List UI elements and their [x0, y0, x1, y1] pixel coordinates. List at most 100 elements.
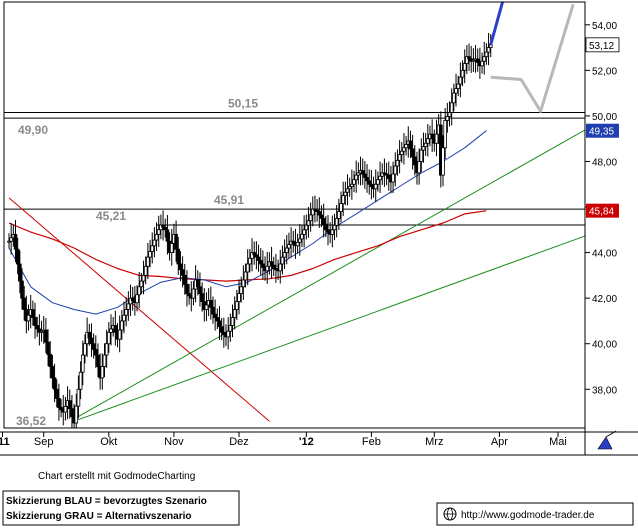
- price-tag-box-2: [586, 203, 619, 218]
- candle-body: [480, 60, 484, 67]
- candle-body: [454, 88, 458, 94]
- candle-body: [204, 304, 209, 310]
- candle-body: [120, 320, 124, 331]
- candle-body: [146, 256, 150, 267]
- x-tick-label-2: Okt: [100, 436, 117, 448]
- candle-body: [63, 405, 68, 413]
- candle-body: [96, 354, 100, 367]
- y-tick-label-48: 48,00: [592, 157, 617, 168]
- candle-body: [117, 329, 122, 340]
- candle-body: [54, 388, 59, 399]
- candle-body: [343, 191, 348, 197]
- candle-body: [412, 156, 417, 166]
- candle-body: [78, 371, 83, 390]
- candle-body: [235, 301, 239, 310]
- candle-body: [232, 309, 237, 318]
- candle-body: [252, 252, 257, 256]
- candle-body: [297, 238, 302, 243]
- candle-body: [195, 279, 200, 288]
- candle-body: [295, 241, 300, 247]
- candle-body: [80, 354, 85, 373]
- candle-body: [300, 233, 304, 240]
- x-tick-label-8: Apr: [491, 436, 508, 448]
- candle-body: [18, 263, 22, 282]
- candle-body: [137, 286, 142, 296]
- candle-body: [426, 138, 430, 144]
- candle-body: [261, 263, 265, 268]
- candle-body: [243, 271, 248, 281]
- candle-body: [308, 214, 313, 222]
- y-tick-label-54: 54,00: [592, 21, 617, 32]
- chart-credit: Chart erstellt mit GodmodeCharting: [38, 471, 195, 482]
- candle-body: [386, 174, 391, 179]
- candle-body: [178, 263, 183, 271]
- candle-body: [467, 56, 471, 60]
- candle-body: [363, 173, 367, 178]
- candle-body: [269, 261, 274, 266]
- x-tick-label-6: Feb: [362, 436, 381, 448]
- price-tag-label-1: 49,35: [589, 127, 614, 138]
- candle-body: [313, 208, 317, 211]
- candle-body: [59, 407, 63, 411]
- candle-body: [213, 313, 217, 318]
- candle-body: [100, 366, 105, 379]
- candle-body: [321, 218, 326, 225]
- x-tick-label-3: Nov: [164, 436, 184, 448]
- level-label-2: 45,91: [214, 193, 244, 207]
- candle-body: [46, 341, 50, 355]
- candle-body: [399, 150, 404, 156]
- candle-body: [441, 147, 445, 176]
- scenario-legend-box: Skizzierung BLAU = bevorzugtes Szenario …: [2, 490, 240, 526]
- candle-body: [156, 229, 161, 235]
- candle-body: [15, 248, 20, 265]
- candle-body: [174, 233, 178, 250]
- candle-body: [408, 140, 413, 150]
- candle-body: [352, 179, 356, 185]
- url-text[interactable]: http://www.godmode-trader.de: [461, 510, 595, 521]
- candle-body: [9, 237, 13, 242]
- candle-body: [278, 263, 283, 272]
- blue-scenario-sketch: [489, 2, 505, 46]
- candle-body: [176, 248, 181, 265]
- candle-body: [228, 325, 233, 332]
- candle-body: [306, 220, 311, 226]
- candle-body: [310, 208, 315, 216]
- candle-body: [254, 254, 259, 258]
- candle-body: [482, 56, 487, 62]
- candle-body: [143, 265, 148, 276]
- candle-body: [395, 159, 400, 167]
- url-box[interactable]: http://www.godmode-trader.de: [436, 502, 634, 526]
- candle-body: [52, 377, 57, 390]
- candle-body: [417, 161, 421, 174]
- y-tick-label-44: 44,00: [592, 249, 617, 260]
- candle-body: [245, 263, 250, 273]
- candle-body: [460, 69, 465, 78]
- candle-body: [445, 116, 450, 121]
- candle-body: [44, 329, 48, 343]
- candle-body: [13, 233, 18, 250]
- candle-body: [67, 400, 72, 410]
- candle-body: [456, 83, 460, 89]
- candle-body: [404, 143, 408, 149]
- candle-body: [48, 353, 53, 367]
- draw-tool-icon[interactable]: [597, 430, 617, 450]
- candle-body: [198, 286, 202, 294]
- candle-body: [280, 256, 285, 265]
- candle-body: [22, 297, 26, 310]
- candle-body: [187, 293, 191, 297]
- candle-body: [70, 408, 74, 418]
- candle-body: [486, 47, 491, 53]
- candle-body: [345, 188, 350, 193]
- price-tag-label-0: 53,12: [589, 41, 614, 52]
- candle-body: [39, 330, 44, 333]
- candle-body: [419, 149, 424, 162]
- candle-body: [130, 297, 135, 301]
- candle-body: [315, 209, 319, 212]
- candle-body: [319, 214, 324, 219]
- candle-body: [258, 260, 263, 265]
- candle-body: [128, 297, 133, 305]
- candle-body: [256, 256, 261, 261]
- draw-tool-icon-shape: [597, 436, 613, 450]
- candle-body: [434, 133, 439, 144]
- candle-body: [410, 148, 415, 158]
